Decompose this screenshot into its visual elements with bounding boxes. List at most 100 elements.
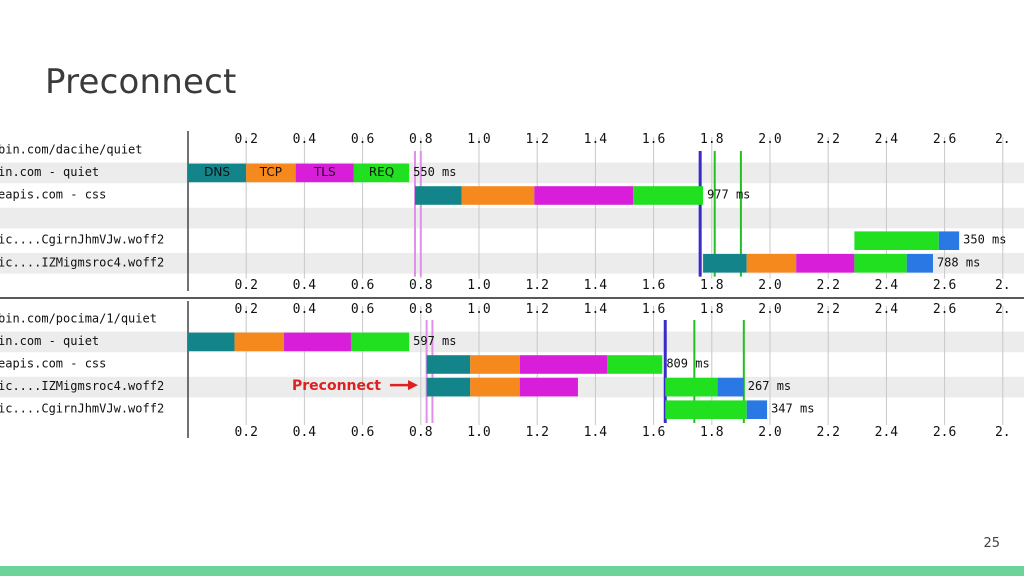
tcp-segment	[246, 163, 296, 183]
tick-label-top: 2.4	[875, 302, 899, 317]
tick-label-bottom: 0.6	[351, 278, 374, 293]
req-segment	[854, 231, 939, 250]
row-stripe	[0, 207, 1024, 229]
tick-label-top: 0.8	[409, 132, 432, 147]
tick-label-bottom: 1.4	[584, 425, 608, 440]
tick-label-bottom: 1.8	[700, 425, 723, 440]
download-segment	[746, 400, 768, 419]
tick-label-bottom: 0.2	[234, 278, 257, 293]
download-segment	[938, 231, 960, 250]
tick-label-top: 0.6	[351, 302, 374, 317]
row-stripe	[0, 162, 1024, 184]
request-duration: 788 ms	[937, 255, 980, 269]
req-segment	[665, 400, 747, 419]
tcp-segment	[234, 332, 285, 352]
request-label: ic....CgirnJhmVJw.woff2	[0, 402, 164, 416]
tick-label-bottom: 2.	[995, 425, 1011, 440]
tick-label-top: 0.2	[234, 132, 257, 147]
tick-label-bottom: 1.4	[584, 278, 608, 293]
req-segment	[607, 355, 663, 374]
request-duration: 267 ms	[748, 379, 791, 393]
tick-label-top: 2.6	[933, 132, 956, 147]
tick-label-top: 2.	[995, 132, 1011, 147]
req-segment	[633, 186, 704, 205]
slide-title: Preconnect	[45, 62, 237, 102]
tick-label-top: 1.8	[700, 132, 723, 147]
tick-label-top: 1.0	[467, 132, 490, 147]
preconnect-annotation: Preconnect	[292, 378, 381, 394]
tick-label-bottom: 2.6	[933, 425, 956, 440]
req-segment	[350, 332, 410, 352]
footer-accent-bar	[0, 566, 1024, 576]
tls-segment	[534, 186, 634, 205]
req-segment	[854, 254, 907, 273]
tick-label-top: 1.4	[584, 302, 608, 317]
tick-label-top: 1.4	[584, 132, 608, 147]
tick-label-bottom: 2.0	[758, 425, 781, 440]
page-number: 25	[983, 536, 1000, 551]
tick-label-top: 2.0	[758, 132, 781, 147]
request-label: ic....CgirnJhmVJw.woff2	[0, 233, 164, 247]
tick-label-top: 0.4	[293, 132, 317, 147]
dns-segment	[703, 254, 747, 273]
tick-label-bottom: 2.2	[816, 425, 839, 440]
tcp-segment	[461, 186, 535, 205]
row-stripe	[0, 331, 1024, 353]
dns-segment-label: DNS	[204, 165, 230, 179]
tls-segment	[796, 254, 855, 273]
tick-label-bottom: 0.4	[293, 278, 317, 293]
tick-label-bottom: 1.0	[467, 278, 490, 293]
request-duration: 809 ms	[666, 357, 709, 371]
download-segment	[906, 254, 933, 273]
tick-label-bottom: 1.6	[642, 278, 665, 293]
tick-label-bottom: 1.2	[525, 425, 548, 440]
request-label: eapis.com - css	[0, 188, 106, 202]
tick-label-bottom: 0.4	[293, 425, 317, 440]
tcp-segment-label: TCP	[259, 165, 282, 179]
req-segment	[665, 377, 718, 397]
tick-label-top: 2.0	[758, 302, 781, 317]
tcp-segment	[470, 377, 520, 397]
tls-segment	[519, 377, 578, 397]
tick-label-bottom: 0.8	[409, 425, 432, 440]
req-segment-label: REQ	[369, 165, 394, 179]
request-duration: 347 ms	[771, 402, 814, 416]
tick-label-bottom: 0.6	[351, 425, 374, 440]
tick-label-bottom: 0.8	[409, 278, 432, 293]
tick-label-bottom: 2.	[995, 278, 1011, 293]
tick-label-top: 1.2	[525, 302, 548, 317]
request-duration: 977 ms	[707, 188, 750, 202]
req-segment	[353, 163, 410, 183]
request-label: ic....IZMigmsroc4.woff2	[0, 255, 164, 269]
tick-label-bottom: 1.2	[525, 278, 548, 293]
tick-label-top: 1.8	[700, 302, 723, 317]
request-label: bin.com/pocima/1/quiet	[0, 311, 157, 325]
tick-label-bottom: 2.6	[933, 278, 956, 293]
download-segment	[717, 377, 744, 397]
tick-label-top: 0.8	[409, 302, 432, 317]
tls-segment	[295, 163, 354, 183]
tick-label-top: 0.4	[293, 302, 317, 317]
tick-label-top: 1.0	[467, 302, 490, 317]
tick-label-top: 1.6	[642, 132, 665, 147]
dns-segment	[414, 186, 462, 205]
tick-label-bottom: 2.4	[875, 278, 899, 293]
tick-label-top: 2.2	[816, 132, 839, 147]
request-duration: 550 ms	[413, 165, 456, 179]
tls-segment	[519, 355, 608, 374]
request-duration: 597 ms	[413, 334, 456, 348]
dns-segment	[188, 163, 247, 183]
tick-label-top: 2.2	[816, 302, 839, 317]
tick-label-top: 1.2	[525, 132, 548, 147]
tick-label-top: 0.2	[234, 302, 257, 317]
tls-segment-label: TLS	[313, 165, 336, 179]
dns-segment	[426, 377, 471, 397]
tick-label-bottom: 1.8	[700, 278, 723, 293]
tick-label-top: 1.6	[642, 302, 665, 317]
tcp-segment	[746, 254, 797, 273]
tls-segment	[284, 332, 351, 352]
tick-label-bottom: 2.0	[758, 278, 781, 293]
request-label: in.com - quiet	[0, 334, 99, 348]
tick-label-bottom: 2.2	[816, 278, 839, 293]
